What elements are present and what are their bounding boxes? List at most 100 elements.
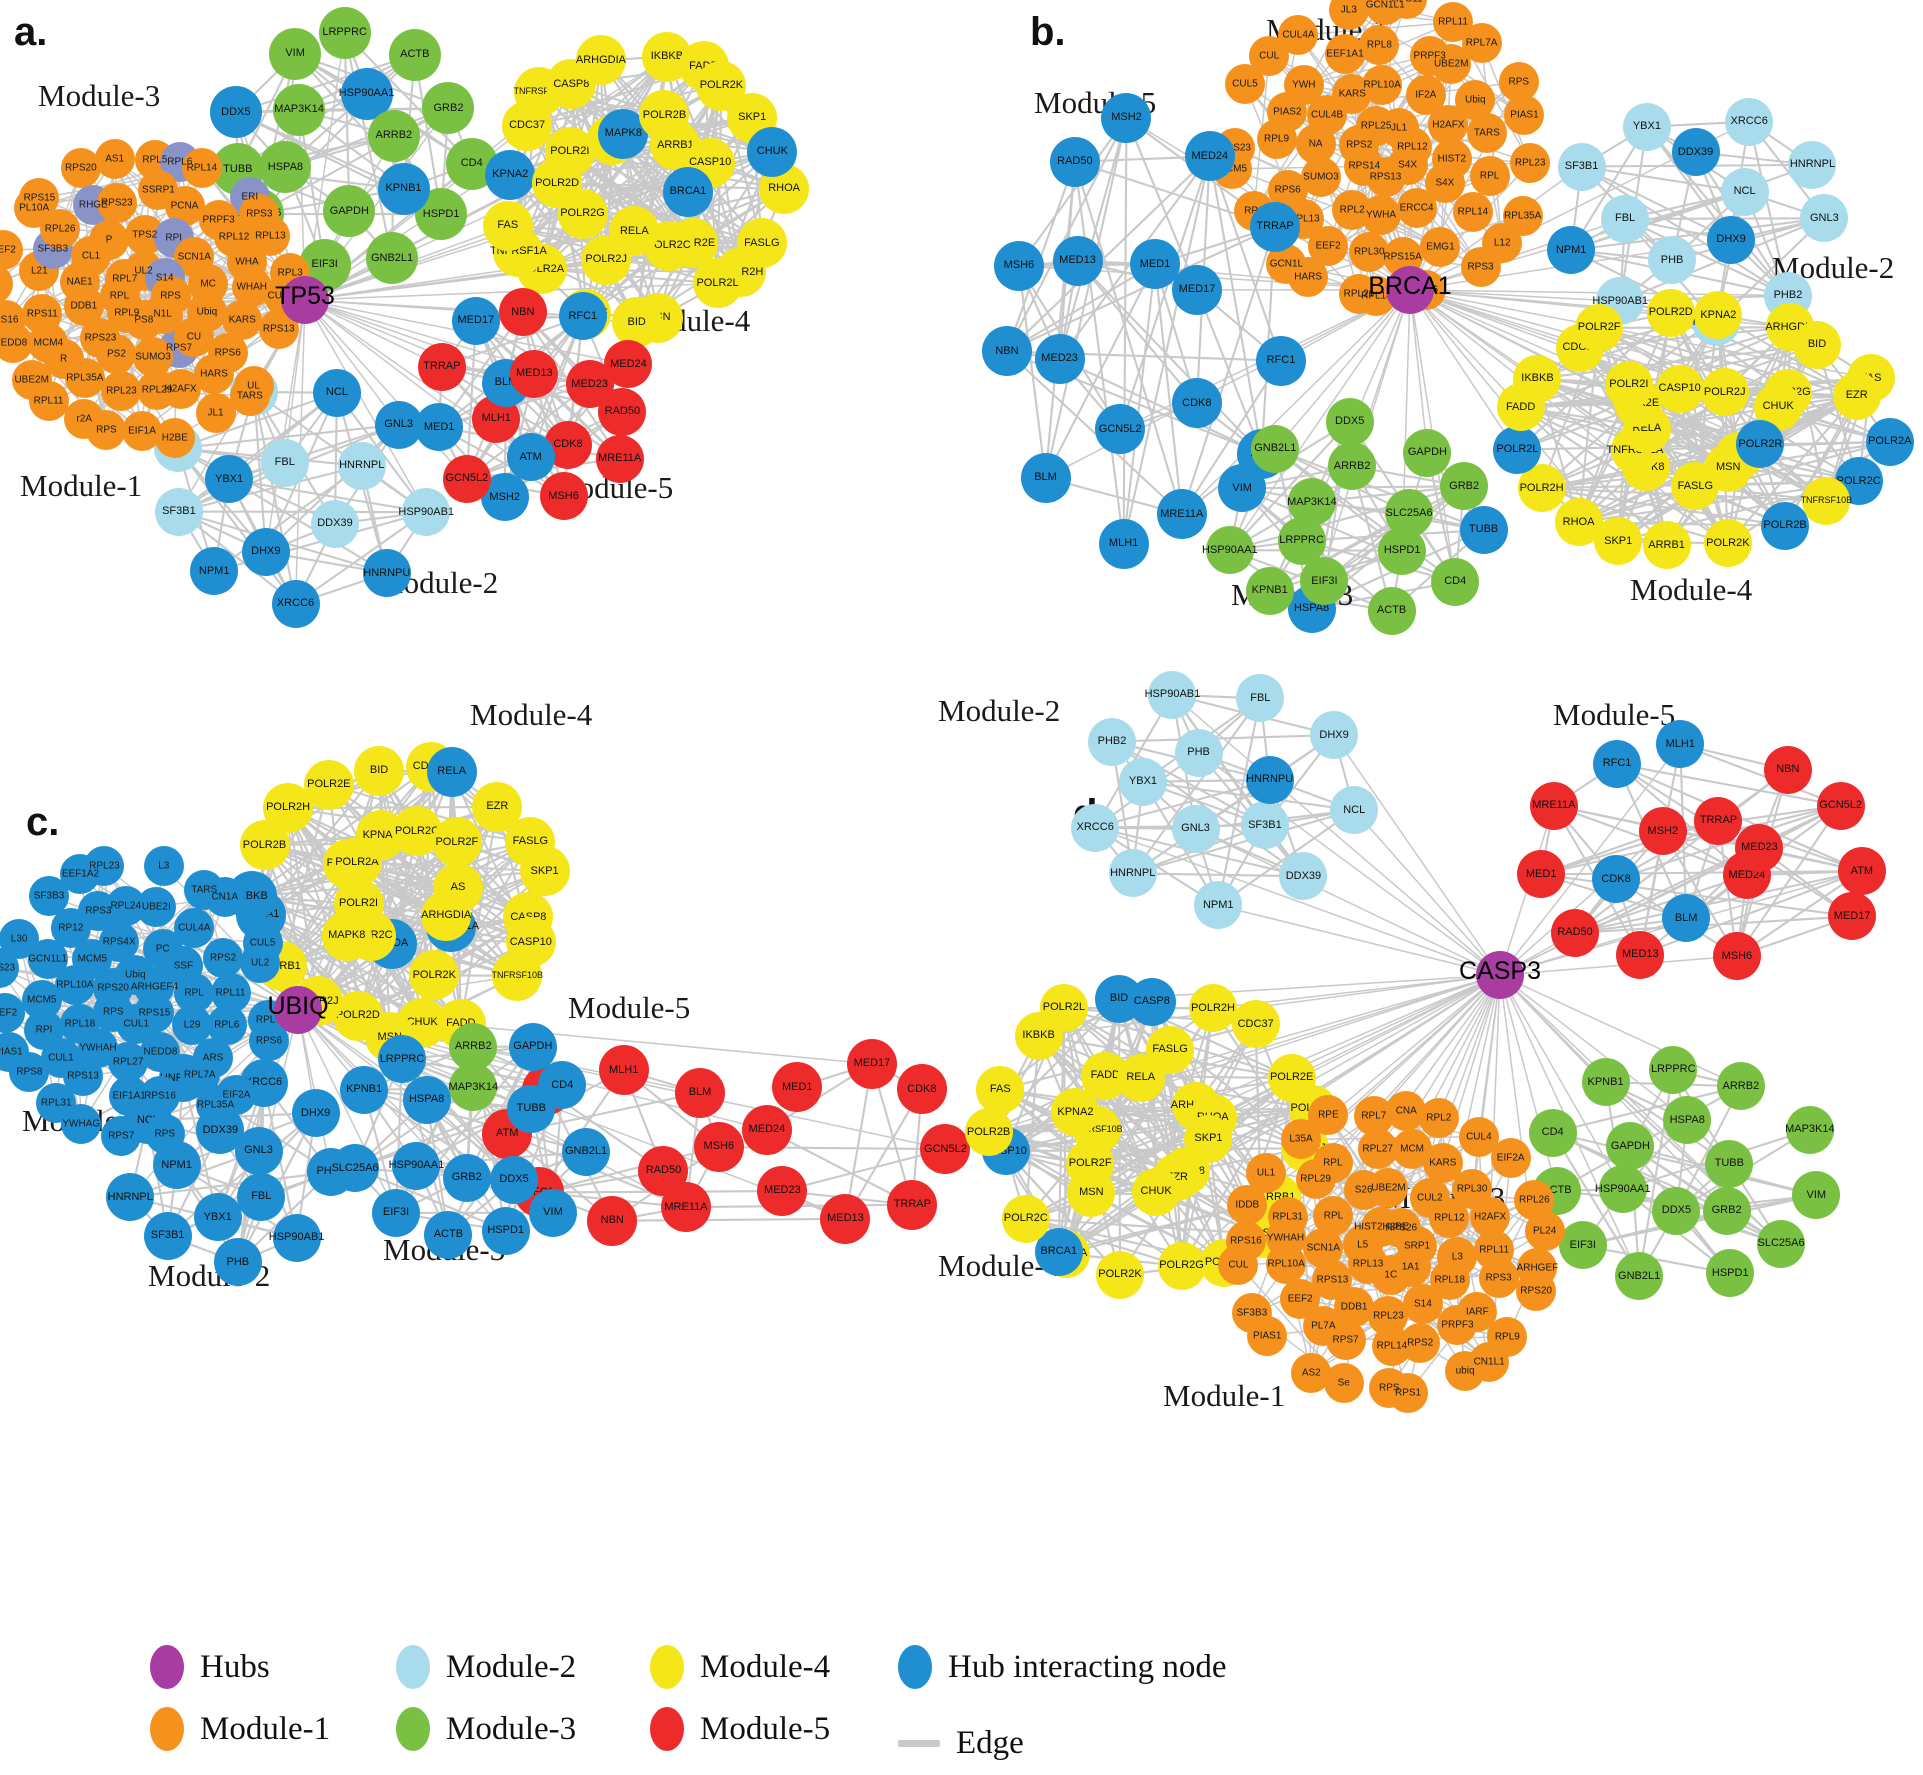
panel-a-m3-node-gapdh[interactable]: GAPDH bbox=[323, 185, 376, 238]
panel-d-m2-node-phb2[interactable]: PHB2 bbox=[1088, 717, 1137, 766]
panel-b-m4-node-bid[interactable]: BID bbox=[1792, 320, 1841, 369]
panel-d-m4-node-fas[interactable]: FAS bbox=[976, 1065, 1025, 1114]
panel-a-m2-node-hsp90ab1[interactable]: HSP90AB1 bbox=[398, 488, 454, 537]
panel-c-m3-node-hsp90aa1[interactable]: HSP90AA1 bbox=[389, 1141, 444, 1190]
panel-b-m5-node-med17[interactable]: MED17 bbox=[1172, 264, 1223, 315]
panel-d-m4-node-cdc37[interactable]: CDC37 bbox=[1231, 1000, 1280, 1049]
panel-b-m5-node-trrap[interactable]: TRRAP bbox=[1250, 201, 1301, 252]
panel-b-m1-blob-node-sumo3[interactable] bbox=[1300, 156, 1341, 197]
panel-b-m1-blob-node-eef1a1[interactable] bbox=[1325, 34, 1366, 75]
panel-d-m5-node-nbn[interactable]: NBN bbox=[1763, 745, 1812, 794]
panel-c-m2-node-gnl3[interactable]: GNL3 bbox=[234, 1126, 283, 1175]
panel-d-m3-node-ddx5[interactable]: DDX5 bbox=[1652, 1187, 1701, 1236]
panel-b-m1-blob-node-rpl14[interactable] bbox=[1452, 191, 1493, 232]
panel-d-m3-node-hsp90aa1[interactable]: HSP90AA1 bbox=[1595, 1165, 1651, 1214]
panel-a-m1-blob-node-rpl26[interactable] bbox=[40, 208, 81, 249]
panel-a-m5-node-med23[interactable]: MED23 bbox=[565, 360, 614, 409]
panel-b-m3-node-kpnb1[interactable]: KPNB1 bbox=[1245, 566, 1294, 615]
panel-d-m3-node-grb2[interactable]: GRB2 bbox=[1702, 1186, 1751, 1235]
panel-b-m4-node-polr2j[interactable]: POLR2J bbox=[1700, 368, 1749, 417]
panel-b-m1-blob-node-rpl21[interactable] bbox=[1338, 273, 1379, 314]
panel-a-m3-node-vim[interactable]: VIM bbox=[269, 27, 322, 80]
panel-a-m1-blob-node-rpl23[interactable] bbox=[101, 370, 142, 411]
panel-c-m4-node-tnfrsf10b[interactable]: TNFRSF10B bbox=[492, 950, 543, 1001]
panel-d-m2-node-xrcc6[interactable]: XRCC6 bbox=[1071, 803, 1120, 852]
panel-d-m3-node-hspd1[interactable]: HSPD1 bbox=[1706, 1249, 1755, 1298]
panel-b-hub-brca1[interactable]: BRCA1 bbox=[1368, 266, 1452, 314]
panel-c-m2-node-sf3b1[interactable]: SF3B1 bbox=[143, 1211, 192, 1260]
panel-d-m2-node-sf3b1[interactable]: SF3B1 bbox=[1240, 801, 1289, 850]
panel-a-hub-tp53[interactable]: TP53 bbox=[275, 276, 335, 324]
panel-b-m2-node-gnl3[interactable]: GNL3 bbox=[1800, 194, 1849, 243]
panel-b-m1-blob-node-emg1[interactable] bbox=[1420, 227, 1461, 268]
panel-a-m5-node-atm[interactable]: ATM bbox=[506, 433, 555, 482]
panel-b-m5-node-rad50[interactable]: RAD50 bbox=[1049, 136, 1100, 187]
panel-b-m1-blob-node-rpl23[interactable] bbox=[1510, 143, 1551, 184]
panel-d-m5-node-blm[interactable]: BLM bbox=[1662, 894, 1711, 943]
panel-a-m3-node-grb2[interactable]: GRB2 bbox=[422, 82, 475, 135]
panel-c-m2-node-fbl[interactable]: FBL bbox=[237, 1172, 286, 1221]
panel-b-m5-node-msh2[interactable]: MSH2 bbox=[1101, 93, 1152, 144]
panel-d-m3-node-lrpprc[interactable]: LRPPRC bbox=[1649, 1046, 1698, 1095]
panel-c-m3-node-kpnb1[interactable]: KPNB1 bbox=[340, 1066, 389, 1114]
panel-a-m1-blob-node-p[interactable] bbox=[88, 219, 129, 260]
panel-c-m5a-node-blm[interactable]: BLM bbox=[675, 1067, 725, 1118]
panel-b-m4-node-polr2d[interactable]: POLR2D bbox=[1646, 288, 1695, 337]
panel-a-m5-node-med13[interactable]: MED13 bbox=[510, 349, 559, 398]
panel-c-m3-node-map3k14[interactable]: MAP3K14 bbox=[449, 1063, 498, 1112]
panel-d-m3-node-hspa8[interactable]: HSPA8 bbox=[1663, 1096, 1712, 1145]
panel-c-m5a-node-mlh1[interactable]: MLH1 bbox=[598, 1045, 649, 1096]
panel-a-m2-node-dhx9[interactable]: DHX9 bbox=[241, 528, 290, 577]
panel-a-m2-node-ybx1[interactable]: YBX1 bbox=[205, 455, 254, 504]
panel-a-m5-node-nbn[interactable]: NBN bbox=[498, 288, 547, 337]
panel-a-m2-node-sf3b1[interactable]: SF3B1 bbox=[154, 487, 203, 536]
panel-d-m5-node-rad50[interactable]: RAD50 bbox=[1551, 908, 1600, 957]
panel-a-m4-node-fas[interactable]: FAS bbox=[482, 200, 533, 251]
panel-d-m3-node-tubb[interactable]: TUBB bbox=[1705, 1139, 1754, 1188]
panel-d-m4-node-chuk[interactable]: CHUK bbox=[1132, 1167, 1181, 1216]
panel-d-m3-node-kpnb1[interactable]: KPNB1 bbox=[1581, 1058, 1630, 1107]
panel-b-m2-node-npm1[interactable]: NPM1 bbox=[1547, 226, 1596, 275]
panel-a-m5-node-med17[interactable]: MED17 bbox=[451, 296, 500, 345]
panel-b-m4-node-ikbkb[interactable]: IKBKB bbox=[1513, 354, 1562, 403]
panel-d-m2-node-hnrnpu[interactable]: HNRNPU bbox=[1245, 756, 1294, 805]
panel-c-m5b-node-med24[interactable]: MED24 bbox=[741, 1105, 792, 1155]
panel-b-m5-node-med23[interactable]: MED23 bbox=[1034, 333, 1085, 384]
panel-d-m5-node-trrap[interactable]: TRRAP bbox=[1694, 796, 1743, 845]
panel-b-m3-node-actb[interactable]: ACTB bbox=[1367, 586, 1416, 635]
panel-d-m4-node-polr2h[interactable]: POLR2H bbox=[1188, 984, 1237, 1033]
panel-a-m2-node-fbl[interactable]: FBL bbox=[260, 439, 309, 487]
panel-b-m4-node-polr2a[interactable]: POLR2A bbox=[1865, 417, 1914, 466]
panel-c-m5b-node-cdk8[interactable]: CDK8 bbox=[896, 1064, 947, 1115]
panel-b-m5-node-blm[interactable]: BLM bbox=[1020, 452, 1071, 503]
panel-b-m1-blob-node-pias1[interactable] bbox=[1504, 94, 1545, 135]
panel-a-m4-node-bid[interactable]: BID bbox=[611, 297, 662, 348]
panel-b-m1-blob-node-rpl2[interactable] bbox=[1332, 189, 1373, 230]
panel-b-m2-node-fbl[interactable]: FBL bbox=[1601, 194, 1650, 243]
panel-c-m4-node-bid[interactable]: BID bbox=[354, 745, 405, 796]
panel-b-m5-node-med24[interactable]: MED24 bbox=[1184, 131, 1235, 182]
panel-b-m3-node-hsp90aa1[interactable]: HSP90AA1 bbox=[1202, 526, 1258, 575]
panel-a-m1-blob-node-rps23[interactable] bbox=[96, 182, 137, 223]
panel-a-m1-blob-node-sumo3[interactable] bbox=[133, 336, 174, 377]
panel-d-m5-node-rfc1[interactable]: RFC1 bbox=[1593, 740, 1642, 789]
panel-d-m3-node-eif3i[interactable]: EIF3I bbox=[1558, 1221, 1607, 1270]
panel-c-m1-blob-node-rps7[interactable] bbox=[101, 1116, 142, 1157]
panel-d-m3-node-cd4[interactable]: CD4 bbox=[1528, 1108, 1577, 1157]
panel-d-m2-node-hsp90ab1[interactable]: HSP90AB1 bbox=[1145, 670, 1200, 719]
panel-b-m3-node-gnb2l1[interactable]: GNB2L1 bbox=[1251, 424, 1300, 473]
panel-c-m5b-node-med1[interactable]: MED1 bbox=[772, 1062, 823, 1113]
panel-b-m4-node-polr2i[interactable]: POLR2I bbox=[1604, 361, 1653, 410]
panel-b-m1-blob-node-tars[interactable] bbox=[1466, 113, 1507, 154]
panel-a-m3-node-lrpprc[interactable]: LRPPRC bbox=[318, 7, 371, 60]
panel-d-m3-node-slc25a6[interactable]: SLC25A6 bbox=[1757, 1219, 1806, 1268]
panel-c-m2-node-ybx1[interactable]: YBX1 bbox=[193, 1193, 242, 1242]
panel-d-m5-node-med17[interactable]: MED17 bbox=[1828, 892, 1877, 941]
panel-a-m5-node-msh6[interactable]: MSH6 bbox=[539, 472, 588, 521]
panel-b-m1-blob-node-rpl10a[interactable] bbox=[1362, 64, 1403, 105]
panel-c-m5b-node-gcn5l2[interactable]: GCN5L2 bbox=[920, 1124, 971, 1175]
panel-a-m1-blob-node-eef2[interactable] bbox=[0, 230, 24, 271]
panel-a-m2-node-hnrnpu[interactable]: HNRNPU bbox=[362, 549, 411, 598]
panel-d-m5-node-mlh1[interactable]: MLH1 bbox=[1656, 720, 1705, 769]
panel-b-m2-node-dhx9[interactable]: DHX9 bbox=[1707, 216, 1756, 265]
